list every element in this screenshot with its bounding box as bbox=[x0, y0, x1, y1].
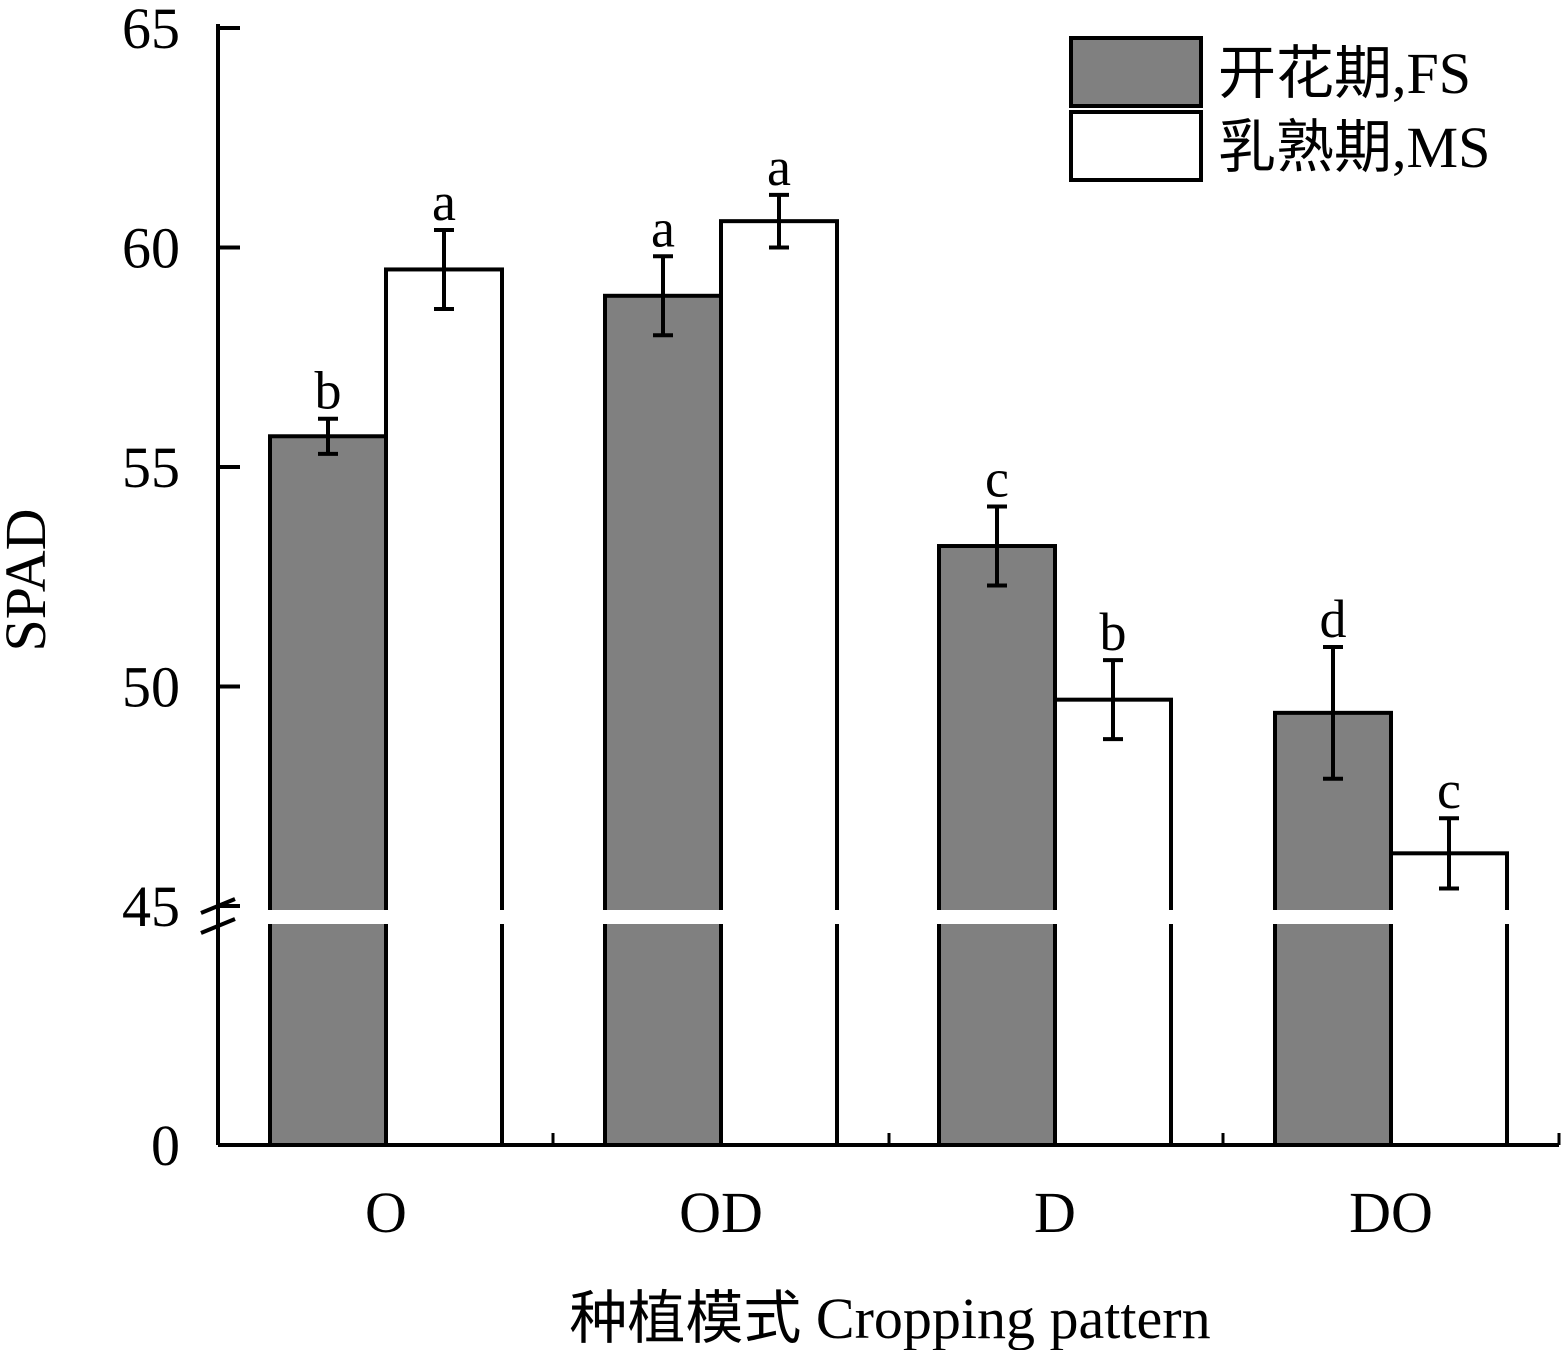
bar-O-开花期 bbox=[268, 434, 388, 1147]
x-tick-label-D: D bbox=[1034, 1180, 1076, 1245]
x-tick-label-DO: DO bbox=[1349, 1180, 1433, 1245]
bar-OD-乳熟期 bbox=[719, 219, 839, 1148]
bar-DO-乳熟期 bbox=[1389, 851, 1509, 1147]
significance-label-OD-乳熟期: a bbox=[767, 137, 791, 197]
significance-label-D-乳熟期: b bbox=[1100, 602, 1127, 662]
significance-label-O-乳熟期: a bbox=[432, 172, 456, 232]
bars-layer bbox=[268, 219, 1509, 1148]
labels-layer: b a Oa a OD c b Dd c DO 0 45 50 55 60 65 bbox=[122, 0, 1461, 1245]
y-tick-label-55: 55 bbox=[122, 435, 180, 500]
significance-label-D-开花期: c bbox=[985, 449, 1009, 509]
axis-break-gap bbox=[222, 910, 1559, 924]
error-bars-layer bbox=[318, 192, 1459, 891]
y-tick-label-60: 60 bbox=[122, 216, 180, 281]
significance-label-O-开花期: b bbox=[315, 361, 342, 421]
x-tick-label-OD: OD bbox=[679, 1180, 763, 1245]
y-tick-label-65: 65 bbox=[122, 0, 180, 61]
legend-label-开花期: 开花期,FS bbox=[1218, 41, 1471, 106]
significance-label-DO-开花期: d bbox=[1320, 589, 1347, 649]
significance-label-OD-开花期: a bbox=[651, 198, 675, 258]
bar-D-开花期 bbox=[937, 544, 1057, 1147]
legend-label-乳熟期: 乳熟期,MS bbox=[1218, 115, 1490, 180]
y-tick-label-50: 50 bbox=[122, 655, 180, 720]
x-tick-label-O: O bbox=[365, 1180, 407, 1245]
axes-layer bbox=[216, 24, 1561, 1147]
significance-label-DO-乳熟期: c bbox=[1437, 760, 1461, 820]
bar-OD-开花期 bbox=[603, 293, 723, 1148]
bar-O-乳熟期 bbox=[384, 267, 504, 1147]
y-axis-title: SPAD bbox=[0, 509, 58, 652]
legend-swatch-开花期 bbox=[1069, 36, 1203, 108]
legend-swatch-乳熟期 bbox=[1069, 110, 1203, 182]
legend: 开花期,FS 乳熟期,MS bbox=[1069, 36, 1490, 182]
bar-DO-开花期 bbox=[1273, 710, 1393, 1148]
y-tick-label-45: 45 bbox=[122, 874, 180, 939]
y-tick-label-0: 0 bbox=[151, 1113, 180, 1178]
x-axis-title: 种植模式 Cropping pattern bbox=[569, 1286, 1210, 1350]
